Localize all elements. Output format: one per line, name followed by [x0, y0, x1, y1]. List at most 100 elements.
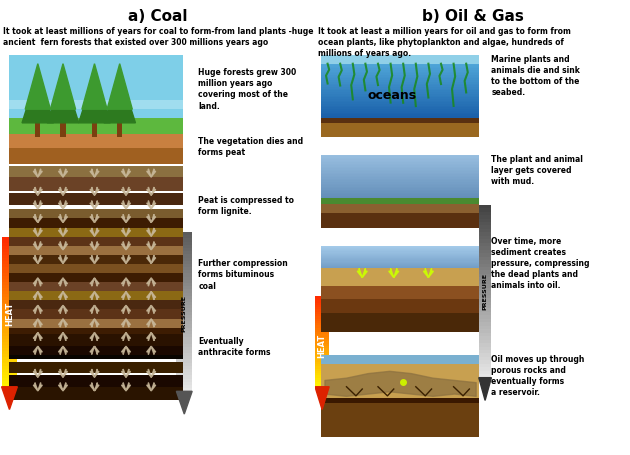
- Bar: [321, 56, 479, 58]
- Polygon shape: [147, 214, 156, 222]
- Text: Eventually
anthracite forms: Eventually anthracite forms: [198, 337, 271, 357]
- Bar: [321, 257, 479, 258]
- Polygon shape: [90, 228, 99, 236]
- Bar: [9, 387, 183, 400]
- Bar: [176, 296, 192, 299]
- Bar: [315, 318, 329, 321]
- Bar: [1, 342, 18, 345]
- Polygon shape: [33, 333, 42, 341]
- Bar: [479, 308, 491, 312]
- Bar: [321, 60, 479, 61]
- Bar: [321, 84, 479, 86]
- Bar: [321, 72, 479, 73]
- Polygon shape: [50, 64, 76, 109]
- Polygon shape: [59, 228, 67, 236]
- Bar: [321, 162, 479, 164]
- Bar: [315, 307, 329, 309]
- Polygon shape: [176, 391, 192, 414]
- Bar: [321, 194, 479, 196]
- Bar: [315, 369, 329, 371]
- Bar: [315, 303, 329, 305]
- Polygon shape: [147, 255, 156, 263]
- Bar: [321, 161, 479, 162]
- Bar: [315, 298, 329, 300]
- Bar: [321, 249, 479, 250]
- Bar: [9, 318, 183, 328]
- Bar: [1, 293, 18, 297]
- Bar: [321, 286, 479, 300]
- Bar: [9, 237, 183, 246]
- Bar: [479, 374, 491, 378]
- Bar: [176, 283, 192, 286]
- Bar: [9, 209, 183, 218]
- Bar: [321, 92, 479, 94]
- Polygon shape: [147, 292, 156, 300]
- Bar: [479, 215, 491, 218]
- Bar: [321, 188, 479, 190]
- Bar: [1, 282, 18, 285]
- Bar: [315, 337, 329, 339]
- Polygon shape: [33, 214, 42, 222]
- Bar: [479, 367, 491, 371]
- Polygon shape: [59, 214, 67, 222]
- Bar: [479, 218, 491, 222]
- Bar: [176, 331, 192, 334]
- Bar: [1, 369, 18, 372]
- Polygon shape: [147, 319, 156, 327]
- Polygon shape: [90, 305, 99, 313]
- Bar: [321, 246, 479, 247]
- Bar: [479, 339, 491, 343]
- Bar: [1, 278, 18, 282]
- Polygon shape: [33, 369, 42, 377]
- Polygon shape: [389, 268, 399, 278]
- Bar: [315, 378, 329, 380]
- Bar: [1, 351, 18, 354]
- Bar: [1, 258, 18, 261]
- Polygon shape: [90, 292, 99, 300]
- Polygon shape: [122, 242, 130, 250]
- Bar: [315, 312, 329, 314]
- Bar: [1, 237, 18, 240]
- Polygon shape: [59, 278, 67, 286]
- Bar: [321, 155, 479, 156]
- Polygon shape: [79, 73, 110, 123]
- Bar: [479, 319, 491, 322]
- Bar: [9, 334, 183, 346]
- Bar: [479, 208, 491, 212]
- Bar: [60, 114, 66, 136]
- Bar: [9, 346, 183, 359]
- Bar: [176, 289, 192, 293]
- Bar: [1, 255, 18, 258]
- Bar: [321, 63, 479, 65]
- Bar: [92, 114, 97, 136]
- Bar: [321, 265, 479, 266]
- Bar: [479, 288, 491, 291]
- Bar: [1, 336, 18, 339]
- Bar: [321, 65, 479, 66]
- Bar: [176, 305, 192, 308]
- Bar: [176, 286, 192, 289]
- Polygon shape: [47, 73, 79, 123]
- Polygon shape: [90, 319, 99, 327]
- Polygon shape: [90, 255, 99, 263]
- Bar: [1, 291, 18, 293]
- Bar: [479, 226, 491, 229]
- Polygon shape: [59, 255, 67, 263]
- Polygon shape: [22, 73, 54, 123]
- Polygon shape: [59, 305, 67, 313]
- Bar: [321, 185, 479, 187]
- Bar: [176, 321, 192, 324]
- Bar: [1, 366, 18, 369]
- Bar: [176, 388, 192, 391]
- Bar: [321, 107, 479, 109]
- Bar: [321, 213, 479, 228]
- Bar: [1, 248, 18, 252]
- Bar: [9, 255, 183, 264]
- Bar: [176, 350, 192, 353]
- Bar: [176, 267, 192, 270]
- Bar: [315, 325, 329, 328]
- Polygon shape: [315, 387, 329, 410]
- Bar: [315, 357, 329, 359]
- Bar: [321, 182, 479, 183]
- Text: oceans: oceans: [368, 89, 416, 102]
